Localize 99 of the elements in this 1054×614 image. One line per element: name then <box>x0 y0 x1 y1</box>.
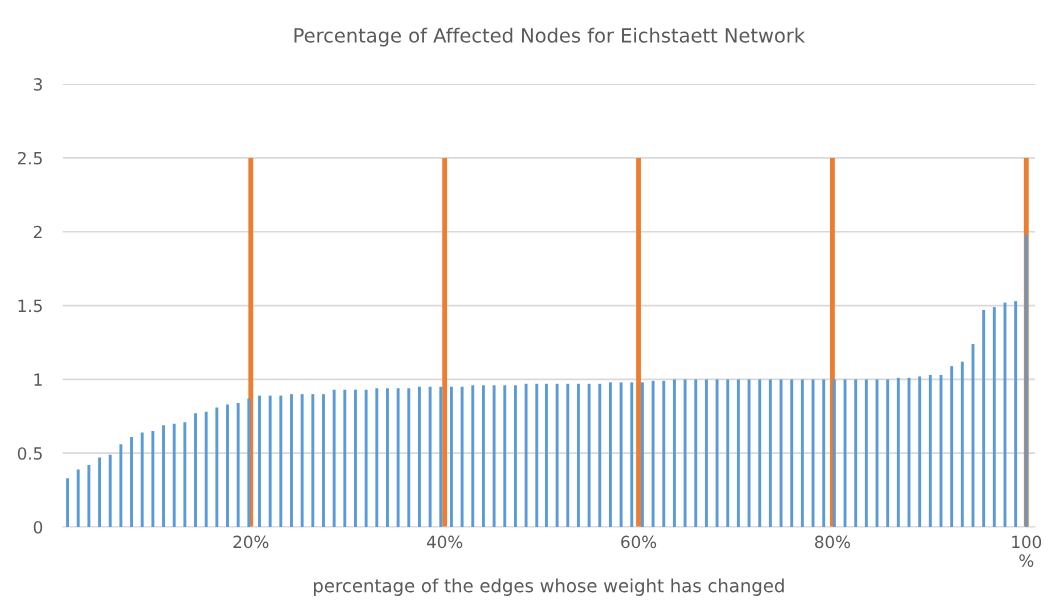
bar <box>535 383 539 527</box>
y-tick-label: 0.5 <box>17 447 42 460</box>
bar <box>108 454 112 527</box>
bar <box>204 411 208 527</box>
bar <box>140 432 144 527</box>
bar <box>98 457 101 527</box>
bar <box>290 394 293 527</box>
bar <box>268 395 272 527</box>
x-tick-label: 40% <box>426 535 463 549</box>
bar <box>555 383 559 527</box>
bar <box>130 436 133 527</box>
bar <box>300 394 304 527</box>
bar <box>439 386 443 527</box>
bar <box>896 377 900 527</box>
bar <box>1014 301 1018 527</box>
bar <box>566 383 570 527</box>
bar <box>950 366 954 527</box>
bar <box>598 383 602 527</box>
bar <box>662 380 666 527</box>
bar <box>736 379 740 527</box>
bar <box>194 413 197 527</box>
bar <box>704 379 708 527</box>
y-tick-label: 2 <box>33 225 42 239</box>
bar <box>608 382 612 527</box>
x-tick-label: 100 % <box>1012 535 1042 567</box>
bar <box>800 379 804 527</box>
bar <box>258 395 261 527</box>
bar <box>407 388 411 527</box>
bar <box>442 157 448 527</box>
bar <box>640 382 644 527</box>
bar <box>87 464 91 527</box>
bar <box>822 379 826 527</box>
x-tick-label: 80% <box>815 535 851 549</box>
bar <box>524 383 528 527</box>
bar <box>183 422 187 527</box>
bar <box>343 389 347 527</box>
bar <box>928 374 932 527</box>
bar <box>460 386 464 527</box>
chart-title: Percentage of Affected Nodes for Eichstaett Network <box>294 27 806 47</box>
bar <box>247 398 251 527</box>
bar <box>672 379 676 527</box>
bar <box>636 157 641 527</box>
bar <box>364 389 368 527</box>
bar <box>758 379 762 527</box>
bar <box>768 379 772 527</box>
bar <box>982 309 986 527</box>
bar <box>322 394 325 527</box>
bar <box>960 361 964 527</box>
bar <box>471 385 475 527</box>
bar <box>918 376 922 527</box>
bar <box>630 382 634 527</box>
bar <box>992 307 996 527</box>
bar <box>396 388 400 527</box>
bar <box>694 379 698 527</box>
bar <box>66 478 70 527</box>
bar <box>279 395 283 527</box>
bar <box>449 386 453 527</box>
bar <box>428 386 432 527</box>
bar <box>726 379 730 527</box>
y-tick-label: 0 <box>33 520 43 534</box>
bar <box>386 388 389 527</box>
bar <box>236 402 240 527</box>
bar <box>832 379 836 527</box>
bar <box>215 407 219 527</box>
bar <box>544 383 548 527</box>
bar <box>481 385 485 527</box>
y-tick-label: 3 <box>33 78 42 91</box>
bar <box>854 379 858 527</box>
bar <box>715 379 719 527</box>
bar <box>119 444 123 527</box>
bar <box>418 386 421 527</box>
bar <box>151 431 155 527</box>
bar <box>576 383 580 527</box>
bar <box>354 389 357 527</box>
bar <box>332 389 336 527</box>
bar <box>864 379 868 527</box>
bar <box>375 388 379 527</box>
bar <box>172 423 176 527</box>
bar <box>747 379 751 527</box>
x-axis-title: percentage of the edges whose weight has changed <box>314 578 784 596</box>
x-tick-label: 60% <box>621 535 657 549</box>
y-tick-label: 2.5 <box>17 151 42 165</box>
bar <box>683 379 687 527</box>
bar <box>226 404 229 527</box>
bar <box>587 383 591 527</box>
bar <box>503 385 507 527</box>
x-tick-label: 20% <box>233 535 269 549</box>
bar <box>162 425 165 527</box>
bar <box>619 382 623 527</box>
bar <box>76 469 80 527</box>
bar <box>1024 234 1028 527</box>
bar <box>790 379 794 527</box>
bar <box>651 380 655 527</box>
y-tick-label: 1.5 <box>18 299 42 313</box>
bar <box>513 385 517 527</box>
y-tick-label: 1 <box>34 373 42 386</box>
bar <box>886 379 890 527</box>
bar <box>311 394 315 527</box>
bar <box>492 385 496 527</box>
